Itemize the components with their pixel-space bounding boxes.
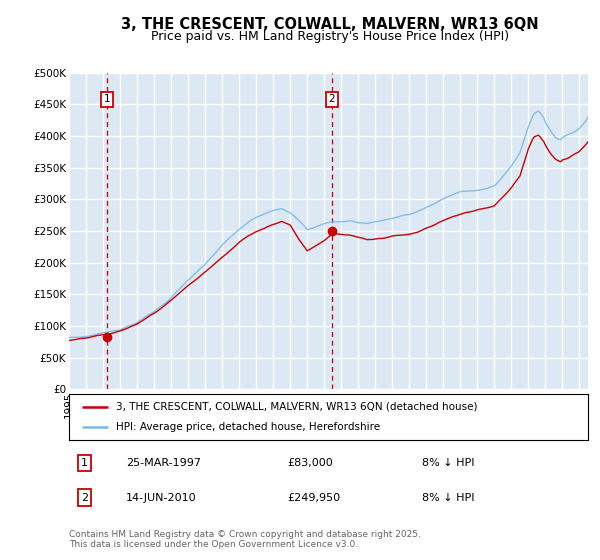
Text: 25-MAR-1997: 25-MAR-1997 [126, 458, 201, 468]
Text: 3, THE CRESCENT, COLWALL, MALVERN, WR13 6QN (detached house): 3, THE CRESCENT, COLWALL, MALVERN, WR13 … [116, 402, 477, 412]
Text: 2: 2 [329, 95, 335, 104]
Text: Contains HM Land Registry data © Crown copyright and database right 2025.
This d: Contains HM Land Registry data © Crown c… [69, 530, 421, 549]
Text: 1: 1 [103, 95, 110, 104]
Text: Price paid vs. HM Land Registry's House Price Index (HPI): Price paid vs. HM Land Registry's House … [151, 30, 509, 43]
Text: 1: 1 [81, 458, 88, 468]
Text: 2: 2 [81, 493, 88, 503]
Text: 3, THE CRESCENT, COLWALL, MALVERN, WR13 6QN: 3, THE CRESCENT, COLWALL, MALVERN, WR13 … [121, 17, 539, 32]
Text: 14-JUN-2010: 14-JUN-2010 [126, 493, 197, 503]
Text: 8% ↓ HPI: 8% ↓ HPI [422, 458, 475, 468]
Text: £83,000: £83,000 [287, 458, 333, 468]
Text: £249,950: £249,950 [287, 493, 340, 503]
Text: HPI: Average price, detached house, Herefordshire: HPI: Average price, detached house, Here… [116, 422, 380, 432]
Text: 8% ↓ HPI: 8% ↓ HPI [422, 493, 475, 503]
